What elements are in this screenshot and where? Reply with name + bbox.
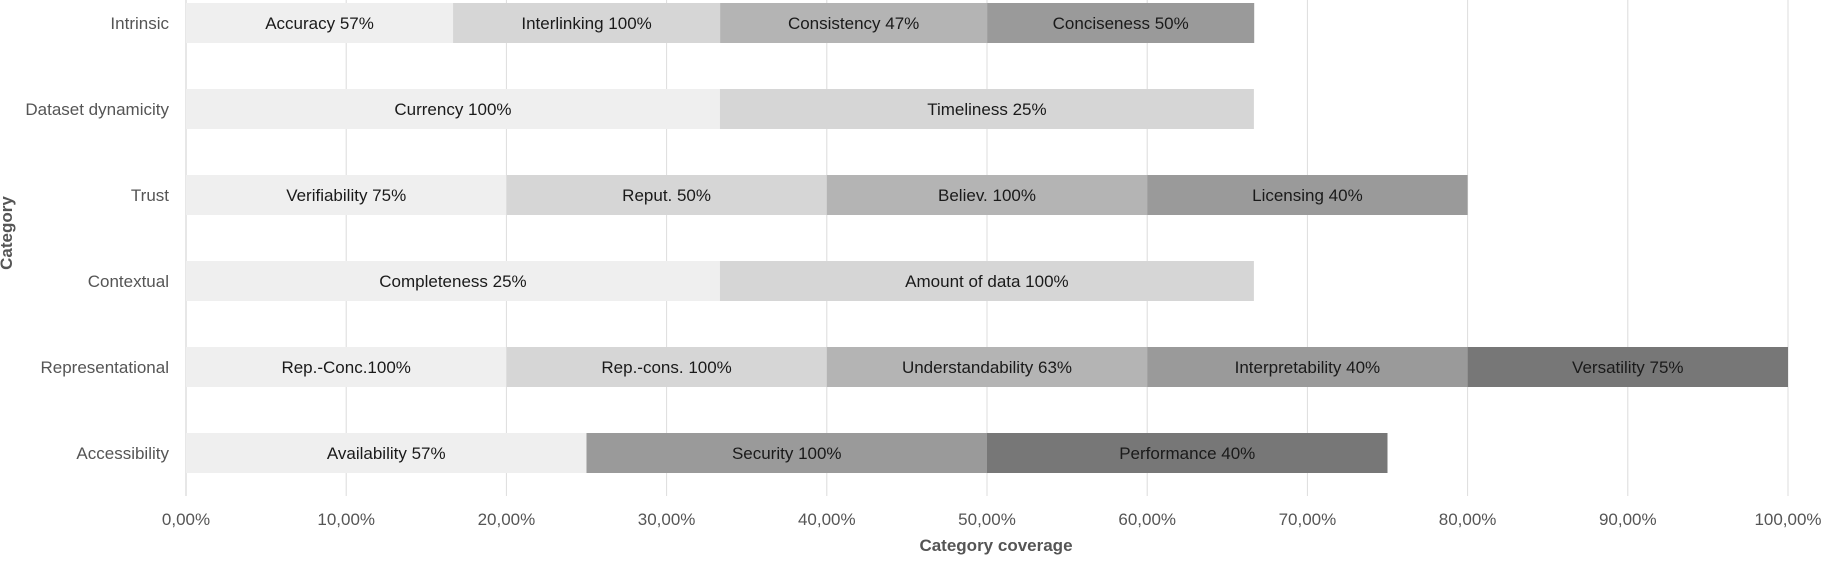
bar-segment — [186, 433, 587, 473]
bar-segment — [186, 261, 720, 301]
bar-segment — [720, 3, 988, 43]
bar-segment — [506, 347, 827, 387]
bar-segment — [719, 89, 1254, 129]
segment-label: Interpretability 40% — [1235, 358, 1381, 377]
bar-segment — [186, 3, 454, 43]
segment-label: Believ. 100% — [938, 186, 1036, 205]
segment-label: Completeness 25% — [379, 272, 526, 291]
bar-segment — [1147, 175, 1468, 215]
bar-segment — [826, 175, 1148, 215]
bar-segment — [987, 433, 1388, 473]
segment-label: Availability 57% — [327, 444, 446, 463]
x-tick-label: 60,00% — [1118, 510, 1176, 529]
bar-segment — [453, 3, 721, 43]
segment-label: Security 100% — [732, 444, 842, 463]
segment-label: Rep.-cons. 100% — [601, 358, 731, 377]
segment-label: Consistency 47% — [788, 14, 919, 33]
bar-segment — [987, 3, 1255, 43]
category-labels: Intrinsic Dataset dynamicity Trust Contextu… — [25, 14, 169, 463]
bar-segment — [506, 175, 827, 215]
segment-label: Verifiability 75% — [286, 186, 406, 205]
bars: Accuracy 57% Interlinking 100% Consistency… — [186, 3, 1788, 473]
y-axis-title: Category — [0, 196, 16, 270]
segment-label: Accuracy 57% — [265, 14, 374, 33]
category-label: Intrinsic — [110, 14, 169, 33]
bar-segment — [1467, 347, 1788, 387]
bar-segment — [186, 347, 507, 387]
x-axis-ticks: 0,00% 10,00% 20,00% 30,00% 40,00% 50,00% 60,00… — [162, 510, 1822, 529]
category-label: Accessibility — [76, 444, 169, 463]
x-tick-label: 30,00% — [638, 510, 696, 529]
segment-label: Rep.-Conc.100% — [281, 358, 410, 377]
x-tick-label: 80,00% — [1439, 510, 1497, 529]
segment-label: Conciseness 50% — [1053, 14, 1189, 33]
category-label: Representational — [40, 358, 169, 377]
segment-label: Licensing 40% — [1252, 186, 1363, 205]
segment-label: Reput. 50% — [622, 186, 711, 205]
x-tick-label: 100,00% — [1754, 510, 1821, 529]
x-tick-label: 90,00% — [1599, 510, 1657, 529]
bar-segment — [719, 261, 1254, 301]
segment-label: Performance 40% — [1119, 444, 1255, 463]
category-label: Trust — [131, 186, 169, 205]
x-tick-label: 20,00% — [478, 510, 536, 529]
bar-segment — [1147, 347, 1468, 387]
x-tick-label: 70,00% — [1279, 510, 1337, 529]
bar-segment — [586, 433, 987, 473]
x-axis-title: Category coverage — [919, 536, 1072, 555]
category-label: Dataset dynamicity — [25, 100, 169, 119]
x-tick-label: 10,00% — [317, 510, 375, 529]
bar-segment — [186, 89, 720, 129]
segment-label: Versatility 75% — [1572, 358, 1684, 377]
bar-segment — [186, 175, 507, 215]
x-tick-label: 0,00% — [162, 510, 210, 529]
segment-label: Timeliness 25% — [927, 100, 1046, 119]
category-label: Contextual — [88, 272, 169, 291]
segment-label: Interlinking 100% — [521, 14, 651, 33]
segment-label: Currency 100% — [394, 100, 511, 119]
bar-segment — [826, 347, 1148, 387]
segment-label: Amount of data 100% — [905, 272, 1069, 291]
gridlines — [185, 0, 1789, 496]
x-tick-label: 40,00% — [798, 510, 856, 529]
segment-label: Understandability 63% — [902, 358, 1072, 377]
x-tick-label: 50,00% — [958, 510, 1016, 529]
